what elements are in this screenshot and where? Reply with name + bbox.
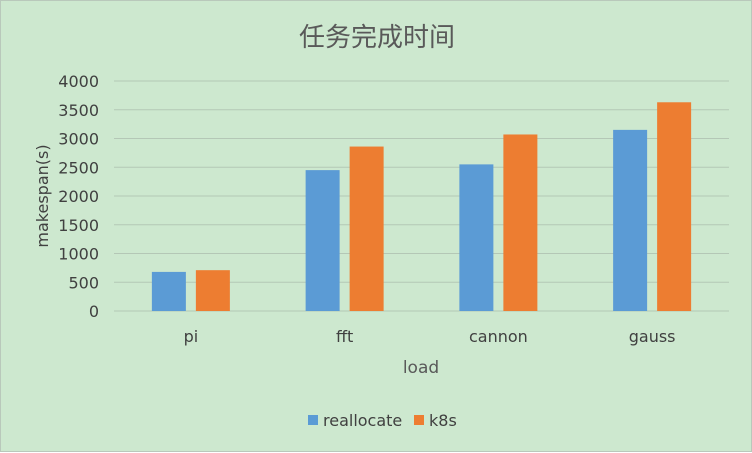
x-tick-label: fft xyxy=(336,327,353,346)
legend-label: k8s xyxy=(429,411,457,430)
x-tick-label: cannon xyxy=(469,327,528,346)
y-axis-ticks: 0 500 1000 1500 2000 2500 3000 3500 4000 xyxy=(58,72,99,321)
legend-swatch-k8s xyxy=(414,415,424,425)
bar-reallocate-cannon xyxy=(459,164,494,311)
bar-reallocate-gauss xyxy=(613,129,648,311)
y-tick-label: 1500 xyxy=(58,216,99,235)
bar-k8s-gauss xyxy=(657,102,692,312)
legend: reallocate k8s xyxy=(308,411,457,430)
y-tick-label: 0 xyxy=(89,302,99,321)
chart-title: 任务完成时间 xyxy=(299,23,455,53)
y-axis-label: makespan(s) xyxy=(33,144,52,247)
x-axis-ticks: pi fft cannon gauss xyxy=(184,327,676,346)
x-tick-label: gauss xyxy=(629,327,676,346)
bars xyxy=(151,102,692,312)
y-tick-label: 3500 xyxy=(58,101,99,120)
y-tick-label: 4000 xyxy=(58,72,99,91)
y-tick-label: 2500 xyxy=(58,158,99,177)
y-tick-label: 500 xyxy=(68,273,99,292)
y-tick-label: 3000 xyxy=(58,130,99,149)
bar-reallocate-fft xyxy=(305,170,340,311)
x-tick-label: pi xyxy=(184,327,199,346)
bar-reallocate-pi xyxy=(151,271,186,311)
legend-label: reallocate xyxy=(323,411,402,430)
y-tick-label: 2000 xyxy=(58,187,99,206)
bar-k8s-cannon xyxy=(503,134,538,311)
bar-k8s-pi xyxy=(195,270,230,311)
legend-swatch-reallocate xyxy=(308,415,318,425)
x-axis-label: load xyxy=(403,358,439,378)
y-tick-label: 1000 xyxy=(58,245,99,264)
bar-k8s-fft xyxy=(349,146,384,311)
